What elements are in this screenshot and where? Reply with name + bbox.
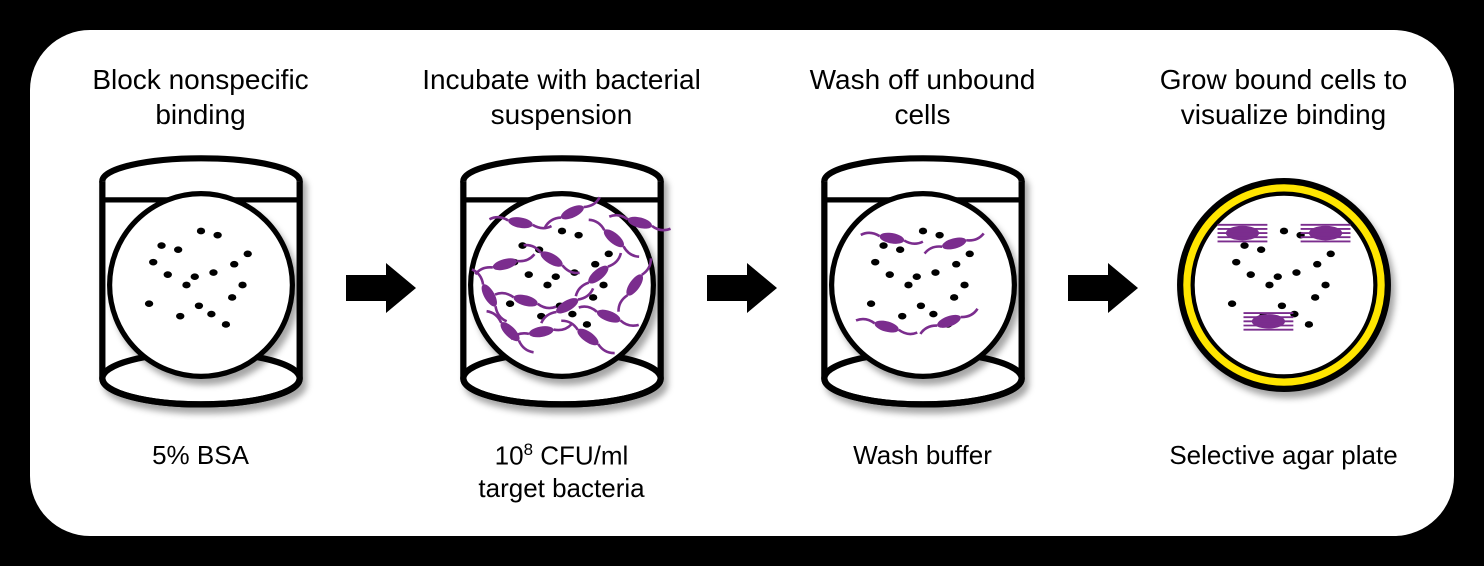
- step-caption: Wash buffer: [853, 439, 992, 505]
- step-title: Block nonspecific binding: [60, 61, 341, 133]
- step-graphic: [793, 145, 1053, 425]
- step-grow: Grow bound cells to visualize binding Se…: [1143, 61, 1424, 505]
- step-wash: Wash off unbound cells Wash bu: [782, 61, 1063, 505]
- step-graphic: [432, 145, 692, 425]
- step-graphic: [71, 145, 331, 425]
- step-incubate: Incubate with bacterial suspension: [421, 61, 702, 505]
- step-caption: 108 CFU/mltarget bacteria: [478, 439, 644, 505]
- diagram-panel: Block nonspecific binding: [30, 30, 1454, 536]
- step-block: Block nonspecific binding: [60, 61, 341, 505]
- arrow-icon: [702, 263, 782, 313]
- arrow-icon: [1063, 263, 1143, 313]
- step-title: Grow bound cells to visualize binding: [1143, 61, 1424, 133]
- step-caption: Selective agar plate: [1169, 439, 1397, 505]
- arrow-icon: [341, 263, 421, 313]
- step-title: Incubate with bacterial suspension: [421, 61, 702, 133]
- step-graphic: [1154, 145, 1414, 425]
- step-caption: 5% BSA: [152, 439, 249, 505]
- step-title: Wash off unbound cells: [782, 61, 1063, 133]
